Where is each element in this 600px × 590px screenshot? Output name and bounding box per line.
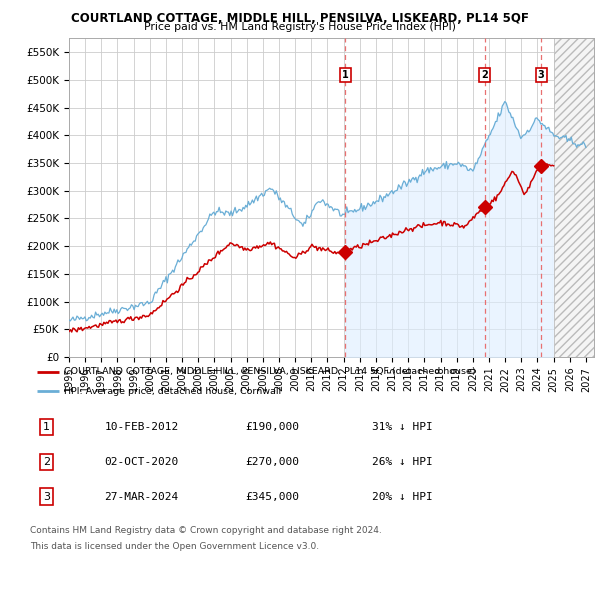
Text: Price paid vs. HM Land Registry's House Price Index (HPI): Price paid vs. HM Land Registry's House … [144, 22, 456, 32]
Text: 10-FEB-2012: 10-FEB-2012 [104, 422, 179, 432]
Text: 31% ↓ HPI: 31% ↓ HPI [372, 422, 433, 432]
Text: 1: 1 [43, 422, 50, 432]
Text: Contains HM Land Registry data © Crown copyright and database right 2024.: Contains HM Land Registry data © Crown c… [30, 526, 382, 535]
Text: £345,000: £345,000 [245, 491, 299, 502]
Text: £270,000: £270,000 [245, 457, 299, 467]
Text: COURTLAND COTTAGE, MIDDLE HILL, PENSILVA, LISKEARD, PL14 5QF (detached house): COURTLAND COTTAGE, MIDDLE HILL, PENSILVA… [64, 368, 476, 376]
Text: £190,000: £190,000 [245, 422, 299, 432]
Text: 2: 2 [482, 70, 488, 80]
Text: 02-OCT-2020: 02-OCT-2020 [104, 457, 179, 467]
Text: 1: 1 [342, 70, 349, 80]
Text: COURTLAND COTTAGE, MIDDLE HILL, PENSILVA, LISKEARD, PL14 5QF: COURTLAND COTTAGE, MIDDLE HILL, PENSILVA… [71, 12, 529, 25]
Text: 26% ↓ HPI: 26% ↓ HPI [372, 457, 433, 467]
Text: 20% ↓ HPI: 20% ↓ HPI [372, 491, 433, 502]
Text: HPI: Average price, detached house, Cornwall: HPI: Average price, detached house, Corn… [64, 386, 281, 396]
Text: This data is licensed under the Open Government Licence v3.0.: This data is licensed under the Open Gov… [30, 542, 319, 550]
Bar [554, 38, 594, 357]
Text: 2: 2 [43, 457, 50, 467]
Text: 3: 3 [538, 70, 545, 80]
Text: 27-MAR-2024: 27-MAR-2024 [104, 491, 179, 502]
Text: 3: 3 [43, 491, 50, 502]
